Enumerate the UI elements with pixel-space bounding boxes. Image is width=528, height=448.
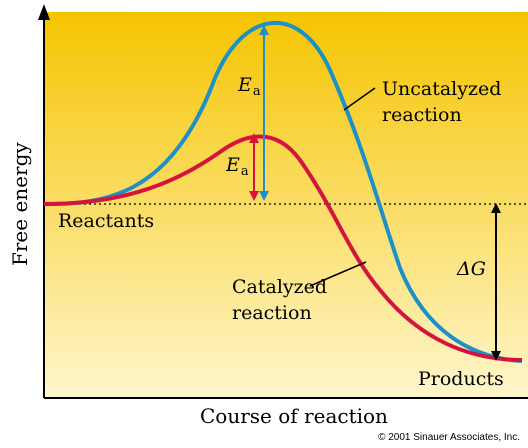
x-axis-title: Course of reaction (200, 404, 388, 428)
catalyzed-ea-label: Ea (226, 154, 249, 179)
delta-g-label: ΔG (457, 258, 486, 280)
uncatalyzed-curve (43, 20, 523, 363)
copyright-notice: © 2001 Sinauer Associates, Inc. (378, 432, 520, 443)
y-axis-title: Free energy (8, 142, 32, 266)
uncatalyzed-label-line1: Uncatalyzed (382, 78, 502, 100)
catalyzed-label-line2: reaction (232, 302, 312, 324)
catalyzed-curve (43, 134, 523, 362)
products-label: Products (418, 368, 504, 390)
uncatalyzed-ea-label: Ea (238, 74, 261, 99)
catalyzed-label-line1: Catalyzed (232, 276, 328, 298)
catalyzed-leader-line (309, 261, 367, 287)
reactants-label: Reactants (58, 210, 155, 232)
y-axis-arrowhead (38, 4, 50, 20)
uncatalyzed-leader-line (343, 87, 376, 111)
uncatalyzed-label-line2: reaction (382, 104, 462, 126)
